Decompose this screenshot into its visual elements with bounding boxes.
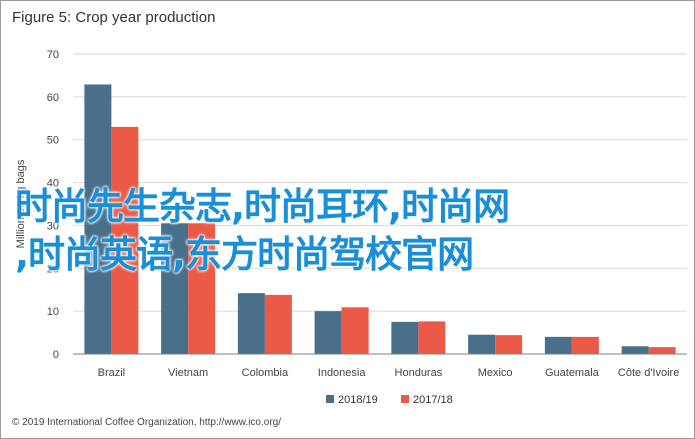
bar-series-2 [648,347,676,354]
legend-label: 2017/18 [413,394,453,406]
y-tick-label: 10 [47,306,59,318]
bar-series-2 [111,126,139,354]
y-tick-label: 60 [47,92,59,104]
x-tick-label: Colombia [242,367,289,379]
figure-title: Figure 5: Crop year production [12,9,216,26]
bar-series-1 [161,223,189,354]
legend: 2018/19 2017/18 [326,394,453,406]
bar-series-1 [237,293,265,354]
y-tick-label: 40 [47,178,59,190]
x-tick-label: Honduras [395,367,443,379]
x-tick-label: Côte d'Ivoire [618,367,679,379]
x-tick-label: Vietnam [168,367,208,379]
overlay-text: 时尚先生杂志,时尚耳环,时尚网 ,时尚英语,东方时尚驾校官网 [15,183,685,279]
overlay-line-2: ,时尚英语,东方时尚驾校官网 [15,233,474,276]
bar-series-1 [314,311,342,354]
bar-series-2 [264,294,292,354]
y-axis-label: Million 60-kg bags [15,159,27,248]
bar-series-1 [391,321,419,354]
overlay-line-1: 时尚先生杂志,时尚耳环,时尚网 [15,185,510,228]
x-tick-label: Guatemala [545,367,600,379]
bar-series-2 [341,307,369,354]
x-tick-label: Mexico [478,367,513,379]
bar-series-2 [418,321,446,354]
bar-series-2 [571,336,599,354]
bar-series-2 [495,335,523,354]
bar-series-1 [468,334,496,354]
y-tick-label: 50 [47,135,59,147]
bar-series-2 [188,223,216,354]
x-tick-label: Indonesia [318,367,367,379]
y-tick-label: 20 [47,263,59,275]
bar-series-1 [621,346,649,354]
x-tick-label: Brazil [98,367,126,379]
y-tick-label: 0 [53,349,59,361]
legend-swatch [326,395,334,403]
legend-label: 2018/19 [338,394,378,406]
bars [84,84,676,354]
legend-swatch [401,395,409,403]
gridlines [73,53,687,312]
y-tick-label: 70 [47,49,59,61]
y-tick-label: 30 [47,220,59,232]
bar-series-1 [544,336,572,354]
credit-text: © 2019 International Coffee Organization… [12,417,282,428]
x-axis-ticks: Brazil Vietnam Colombia Indonesia Honduras Me… [98,367,680,379]
bar-series-1 [84,84,112,354]
y-axis-ticks: 0 10 20 30 40 50 60 70 [47,49,59,361]
